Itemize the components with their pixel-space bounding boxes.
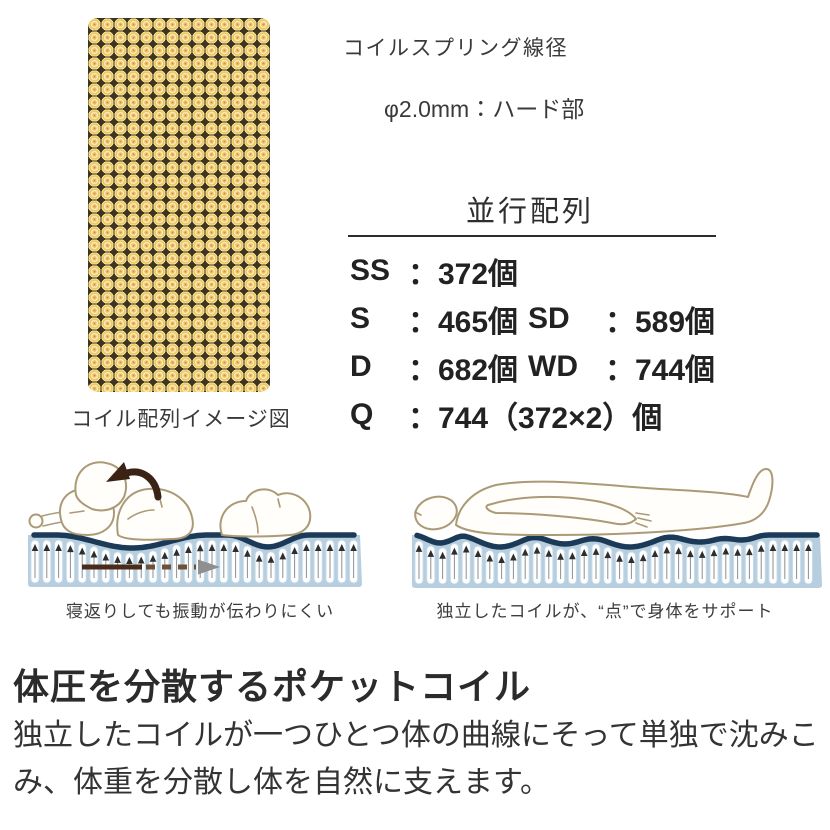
- rollover-illustration: [28, 461, 362, 587]
- size-label: Q: [350, 398, 374, 431]
- section-heading: 体圧を分散するポケットコイル: [13, 666, 532, 707]
- count-row-q: Q ： 744（372×2）個: [350, 391, 820, 439]
- pocket-coil-mattress-left: [28, 532, 362, 587]
- arm: [485, 495, 637, 526]
- coil-count-table: SS ： 372個 S ： 465個 SD ： 589個 D ： 682個 WD…: [350, 247, 820, 439]
- arrangement-title: 並行配列: [465, 196, 594, 228]
- size-label: WD: [528, 350, 578, 383]
- body-outline: [455, 468, 774, 536]
- coil-arrangement-image: [88, 18, 270, 392]
- rollover-caption: 寝返りしても振動が伝わりにくい: [65, 602, 335, 621]
- spring-diameter-title: コイルスプリング線径: [343, 37, 568, 60]
- coil-arrangement-caption: コイル配列イメージ図: [71, 408, 291, 431]
- count-value: 589個: [635, 306, 716, 339]
- separator: ：: [408, 354, 438, 387]
- roll-over-arrowhead: [106, 462, 130, 482]
- size-label: SS: [350, 254, 391, 287]
- point-support-caption: 独立したコイルが、“点”で身体をサポート: [436, 602, 774, 621]
- arrangement-title-underline: [348, 235, 716, 237]
- count-row-s-sd: S ： 465個 SD ： 589個: [350, 295, 820, 343]
- count-value: 372個: [438, 258, 519, 291]
- separator: ：: [408, 306, 438, 339]
- point-support-illustration: [412, 468, 822, 588]
- count-row-d-wd: D ： 682個 WD ： 744個: [350, 343, 820, 391]
- spring-diameter-value: φ2.0mm：ハード部: [384, 96, 585, 122]
- count-value: 465個: [438, 306, 519, 339]
- sleeper-figure-supine: [413, 468, 774, 536]
- count-value: 744（372×2）個: [438, 402, 663, 435]
- size-label: SD: [528, 302, 570, 335]
- second-sleeper-figure: [219, 488, 312, 538]
- coil-top-view-icon: [340, 88, 373, 121]
- separator: ：: [605, 354, 635, 387]
- separator: ：: [605, 306, 635, 339]
- count-row-ss: SS ： 372個: [350, 247, 820, 295]
- count-value: 682個: [438, 354, 519, 387]
- separator: ：: [408, 402, 438, 435]
- size-label: S: [350, 302, 371, 335]
- section-body-text: 独立したコイルが一つひとつ体の曲線にそって単独で沈みこみ、体重を分散し体を自然に…: [13, 719, 819, 799]
- fist: [28, 513, 44, 529]
- count-value: 744個: [635, 354, 716, 387]
- vibration-arrowhead: [198, 559, 220, 575]
- roll-over-arrow: [120, 468, 162, 501]
- head: [414, 495, 458, 531]
- size-label: D: [350, 350, 372, 383]
- separator: ：: [408, 258, 438, 291]
- sleeper-figure-rolling: [28, 461, 312, 575]
- pocket-coil-mattress-right: [412, 532, 822, 588]
